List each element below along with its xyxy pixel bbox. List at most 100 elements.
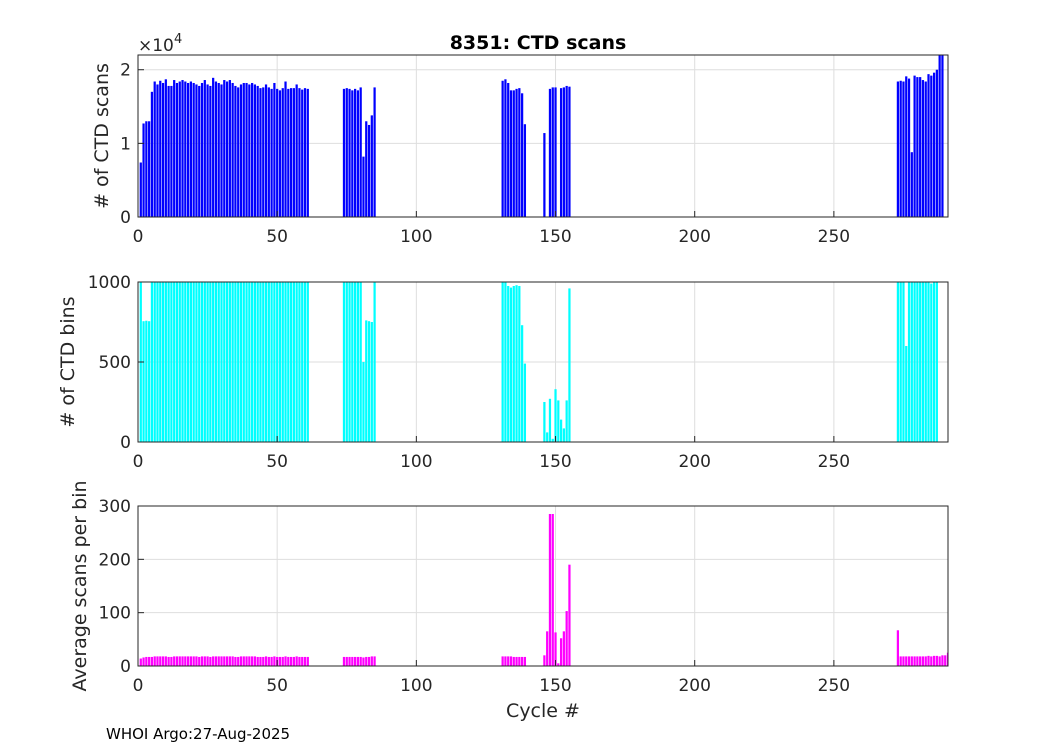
x-tick-label: 250 <box>818 676 850 696</box>
bar <box>262 87 265 217</box>
x-axis-label: Cycle # <box>506 700 580 722</box>
bar <box>278 90 282 217</box>
bar <box>245 656 248 666</box>
bar <box>504 282 507 442</box>
bar <box>910 282 913 442</box>
bar <box>270 282 273 442</box>
bar <box>200 656 204 666</box>
bar <box>512 286 515 442</box>
bar <box>551 87 554 217</box>
bar <box>551 514 554 666</box>
bar <box>565 85 568 217</box>
bar <box>562 87 565 217</box>
bar <box>170 282 173 442</box>
bar <box>276 88 279 217</box>
bar <box>192 82 195 217</box>
bar <box>356 656 360 666</box>
bar <box>913 282 916 442</box>
bar <box>259 88 262 217</box>
x-tick-label: 150 <box>539 452 571 472</box>
bar <box>921 282 925 442</box>
bar <box>559 419 563 442</box>
bar <box>907 282 911 442</box>
bar <box>150 282 154 442</box>
bar <box>354 282 357 442</box>
bar <box>303 88 307 217</box>
bar <box>916 77 919 217</box>
bar <box>521 325 524 442</box>
bar <box>203 282 206 442</box>
bar <box>178 656 181 666</box>
bar <box>367 321 371 442</box>
bar <box>203 656 206 666</box>
bar <box>209 282 212 442</box>
x-tick-label: 200 <box>678 452 710 472</box>
bar <box>200 282 204 442</box>
bar <box>370 656 373 666</box>
bar <box>145 320 148 442</box>
bar <box>273 656 276 666</box>
bar <box>362 156 365 217</box>
bar <box>253 282 257 442</box>
bar <box>259 282 262 442</box>
bar <box>342 88 346 217</box>
y-axis-label: Average scans per bin <box>69 480 91 691</box>
bar <box>504 79 507 217</box>
bar <box>365 656 368 666</box>
bar <box>200 82 204 217</box>
bar <box>554 389 557 442</box>
bar <box>342 282 346 442</box>
bar <box>161 656 165 666</box>
bar <box>902 282 905 442</box>
bar <box>523 656 527 666</box>
bar <box>253 84 257 217</box>
bar <box>231 82 234 217</box>
x-tick-label: 0 <box>133 227 144 247</box>
bar <box>543 133 546 217</box>
bar <box>292 656 295 666</box>
bar <box>362 657 365 666</box>
bar <box>148 321 151 442</box>
bar <box>565 400 568 442</box>
bar <box>518 286 521 442</box>
bar <box>367 656 371 666</box>
bar <box>242 656 245 666</box>
bar <box>359 656 362 666</box>
bar-series <box>139 55 944 217</box>
bar <box>910 152 913 217</box>
y-tick-label: 500 <box>99 353 131 373</box>
bar <box>515 656 518 666</box>
bar <box>568 86 571 217</box>
bar <box>345 282 348 442</box>
bar <box>367 124 371 217</box>
bar <box>565 611 568 666</box>
bar <box>559 638 563 666</box>
bar <box>248 282 251 442</box>
x-tick-label: 150 <box>539 676 571 696</box>
bar <box>214 282 218 442</box>
bar <box>242 282 245 442</box>
bar <box>159 656 162 666</box>
bar <box>231 282 234 442</box>
bar <box>164 282 167 442</box>
bar <box>359 87 362 217</box>
bar <box>273 82 276 217</box>
bar <box>512 656 515 666</box>
bar <box>896 81 900 217</box>
y-exponent-label: ×10 <box>138 36 174 56</box>
bar <box>223 282 226 442</box>
bar <box>239 84 243 217</box>
bar <box>902 656 905 666</box>
bar <box>362 362 365 442</box>
x-tick-label: 150 <box>539 227 571 247</box>
x-tick-label: 50 <box>266 227 288 247</box>
bar <box>287 282 290 442</box>
bar <box>927 282 930 442</box>
bar <box>354 88 357 217</box>
bar <box>189 81 192 217</box>
bar <box>242 82 245 217</box>
footer-stamp: WHOI Argo:27-Aug-2025 <box>106 725 291 743</box>
bar <box>924 81 927 217</box>
bar <box>262 656 265 666</box>
bar <box>342 656 346 666</box>
